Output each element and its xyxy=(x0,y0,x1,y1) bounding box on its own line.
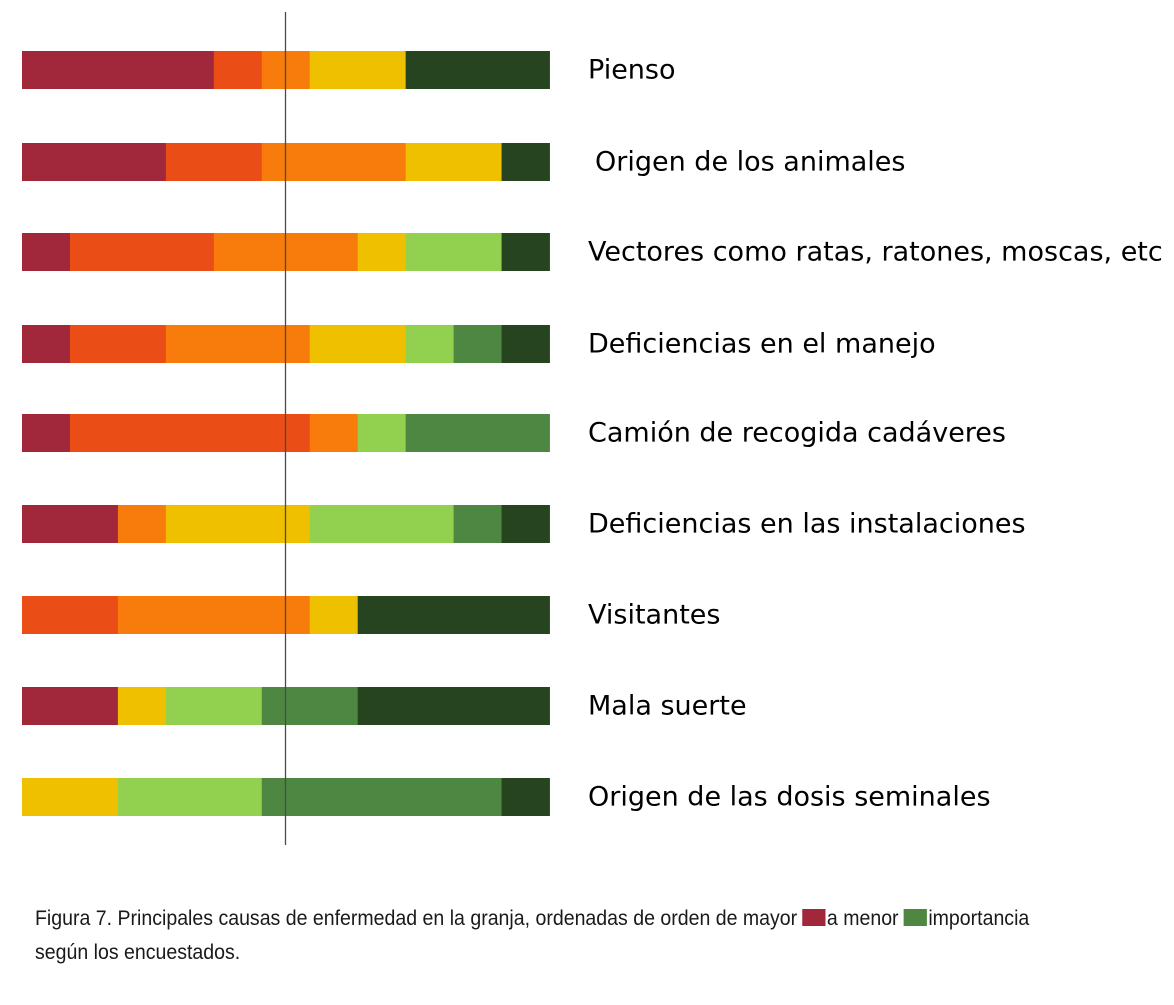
bar-segment-row3-rank4 xyxy=(357,233,407,271)
category-label: Deficiencias en el manejo xyxy=(588,329,936,360)
bar-segment-row2-rank1 xyxy=(22,143,167,181)
bar-segment-row7-rank2 xyxy=(22,596,119,634)
bar-segment-row7-rank3 xyxy=(117,596,311,634)
bar-segment-row5-rank5 xyxy=(357,414,407,452)
bar-segment-row8-rank4 xyxy=(117,687,167,725)
legend-swatch-high-importance xyxy=(801,909,826,926)
bar-segment-row5-rank2 xyxy=(69,414,311,452)
category-label: Visitantes xyxy=(588,600,720,631)
bar-segment-row4-rank4 xyxy=(309,325,407,363)
category-label: Vectores como ratas, ratones, moscas, et… xyxy=(588,237,1163,268)
category-label: Origen de las dosis seminales xyxy=(588,782,991,813)
bar-segment-row2-rank2 xyxy=(165,143,263,181)
bar-segment-row9-rank6 xyxy=(261,778,502,816)
figure-caption: Figura 7. Principales causas de enfermed… xyxy=(35,902,1086,970)
bar-segment-row3-rank2 xyxy=(69,233,215,271)
bar-segment-row4-rank7 xyxy=(501,325,550,363)
bar-segment-row4-rank3 xyxy=(165,325,311,363)
category-label: Mala suerte xyxy=(588,691,747,722)
bar-segment-row2-rank7 xyxy=(501,143,550,181)
bar-segment-row7-rank7 xyxy=(357,596,550,634)
bar-segment-row6-rank4 xyxy=(165,505,311,543)
bar-segment-row8-rank6 xyxy=(261,687,359,725)
category-label: Camión de recogida cadáveres xyxy=(588,418,1006,449)
bar-segment-row5-rank3 xyxy=(309,414,359,452)
bar-segment-row6-rank3 xyxy=(117,505,167,543)
bar-segment-row7-rank4 xyxy=(309,596,359,634)
bar-segment-row4-rank5 xyxy=(405,325,455,363)
caption-line-1: Figura 7. Principales causas de enfermed… xyxy=(35,902,1086,936)
bar-segment-row5-rank6 xyxy=(405,414,550,452)
category-label: Deficiencias en las instalaciones xyxy=(588,509,1026,540)
legend-swatch-low-importance xyxy=(903,909,927,926)
stacked-bar-chart: Pienso Origen de los animales Vectores com… xyxy=(22,12,1163,845)
bar-segment-row8-rank1 xyxy=(22,687,119,725)
caption-line-2: según los encuestados. xyxy=(35,941,241,964)
bar-segment-row8-rank7 xyxy=(357,687,550,725)
bar-segment-row3-rank1 xyxy=(22,233,71,271)
caption-text-end: importancia xyxy=(928,907,1030,930)
bar-segment-row5-rank1 xyxy=(22,414,71,452)
caption-text-start: Figura 7. Principales causas de enfermed… xyxy=(35,907,798,930)
bar-segment-row9-rank7 xyxy=(501,778,550,816)
bar-segment-row6-rank6 xyxy=(453,505,502,543)
bar-segment-row4-rank1 xyxy=(22,325,71,363)
bar-segment-row3-rank5 xyxy=(405,233,502,271)
bar-segment-row4-rank6 xyxy=(453,325,502,363)
bar-segment-row1-rank4 xyxy=(309,51,407,89)
bar-segment-row1-rank7 xyxy=(405,51,550,89)
caption-text-middle: a menor xyxy=(826,907,899,930)
bar-segment-row2-rank3 xyxy=(261,143,407,181)
bar-segment-row1-rank2 xyxy=(213,51,263,89)
category-label: Origen de los animales xyxy=(595,147,906,178)
category-label: Pienso xyxy=(588,55,676,86)
bar-segment-row2-rank4 xyxy=(405,143,502,181)
bar-segment-row3-rank7 xyxy=(501,233,550,271)
bar-segment-row6-rank5 xyxy=(309,505,455,543)
bar-segment-row6-rank1 xyxy=(22,505,119,543)
bar-segment-row6-rank7 xyxy=(501,505,550,543)
bar-segment-row9-rank5 xyxy=(117,778,263,816)
bar-segment-row8-rank5 xyxy=(165,687,263,725)
bar-segment-row1-rank1 xyxy=(22,51,215,89)
bar-segment-row4-rank2 xyxy=(69,325,167,363)
bar-segment-row9-rank4 xyxy=(22,778,119,816)
